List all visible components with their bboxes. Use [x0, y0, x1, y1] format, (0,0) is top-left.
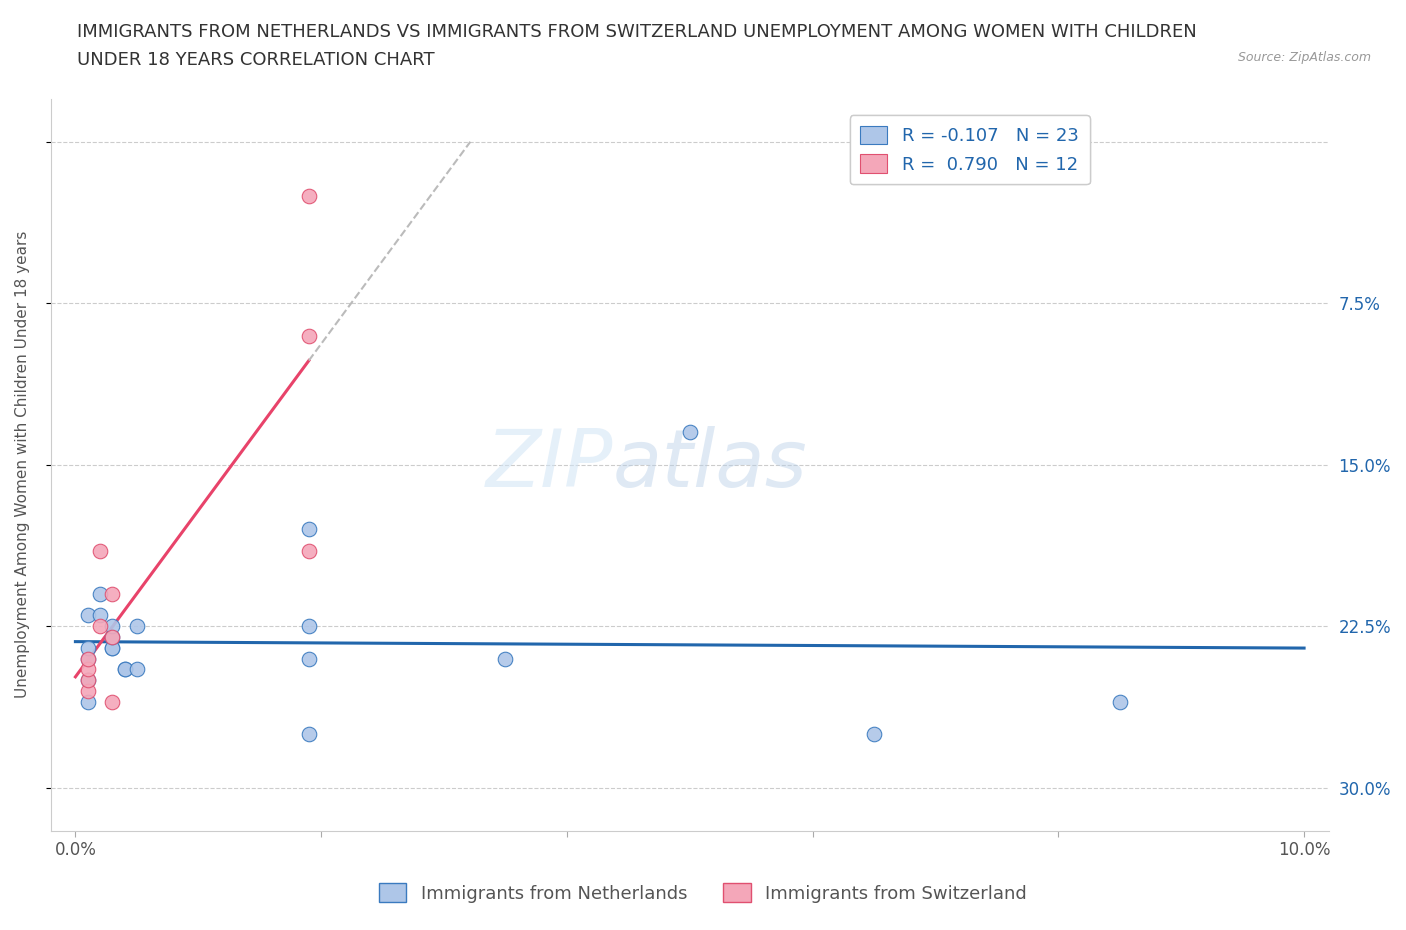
- Point: [89, 587, 111, 602]
- Point: [101, 641, 124, 656]
- Point: [298, 522, 321, 537]
- Point: [89, 618, 111, 633]
- Point: [101, 630, 124, 644]
- Point: [101, 641, 124, 656]
- Point: [125, 618, 148, 633]
- Point: [76, 672, 98, 687]
- Point: [101, 694, 124, 709]
- Point: [89, 608, 111, 623]
- Point: [298, 651, 321, 666]
- Point: [101, 630, 124, 644]
- Text: Source: ZipAtlas.com: Source: ZipAtlas.com: [1237, 51, 1371, 64]
- Point: [298, 726, 321, 741]
- Text: atlas: atlas: [613, 426, 808, 504]
- Point: [101, 618, 124, 633]
- Point: [76, 641, 98, 656]
- Point: [679, 425, 702, 440]
- Point: [1108, 694, 1130, 709]
- Point: [76, 651, 98, 666]
- Point: [76, 662, 98, 677]
- Text: ZIP: ZIP: [485, 426, 613, 504]
- Point: [863, 726, 886, 741]
- Point: [89, 543, 111, 558]
- Text: UNDER 18 YEARS CORRELATION CHART: UNDER 18 YEARS CORRELATION CHART: [77, 51, 434, 69]
- Point: [298, 543, 321, 558]
- Point: [494, 651, 516, 666]
- Point: [76, 651, 98, 666]
- Point: [114, 662, 136, 677]
- Point: [76, 608, 98, 623]
- Point: [298, 328, 321, 343]
- Point: [101, 587, 124, 602]
- Point: [298, 618, 321, 633]
- Point: [76, 694, 98, 709]
- Point: [76, 672, 98, 687]
- Point: [298, 188, 321, 203]
- Point: [114, 662, 136, 677]
- Y-axis label: Unemployment Among Women with Children Under 18 years: Unemployment Among Women with Children U…: [15, 231, 30, 698]
- Point: [125, 662, 148, 677]
- Point: [76, 684, 98, 698]
- Text: IMMIGRANTS FROM NETHERLANDS VS IMMIGRANTS FROM SWITZERLAND UNEMPLOYMENT AMONG WO: IMMIGRANTS FROM NETHERLANDS VS IMMIGRANT…: [77, 23, 1197, 41]
- Legend: R = -0.107   N = 23, R =  0.790   N = 12: R = -0.107 N = 23, R = 0.790 N = 12: [849, 115, 1090, 184]
- Legend: Immigrants from Netherlands, Immigrants from Switzerland: Immigrants from Netherlands, Immigrants …: [373, 876, 1033, 910]
